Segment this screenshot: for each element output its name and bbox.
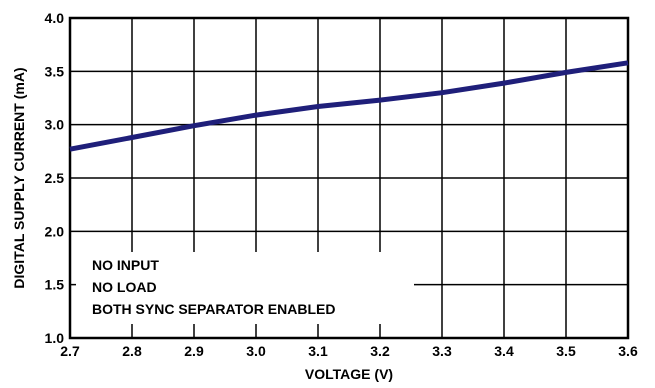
x-tick-label: 3.5 bbox=[556, 343, 576, 359]
annotation-line-1: NO INPUT bbox=[92, 257, 159, 273]
x-tick-label: 2.8 bbox=[122, 343, 142, 359]
x-tick-label: 3.3 bbox=[432, 343, 452, 359]
plot-frame bbox=[68, 16, 630, 340]
x-tick-label: 3.4 bbox=[494, 343, 514, 359]
x-tick-labels: 2.7 2.8 2.9 3.0 3.1 3.2 3.3 3.4 3.5 3.6 bbox=[60, 343, 638, 359]
x-tick-label: 3.0 bbox=[246, 343, 266, 359]
series-layer bbox=[69, 60, 629, 152]
y-tick-label: 1.0 bbox=[45, 330, 65, 346]
y-tick-label: 4.0 bbox=[45, 10, 65, 26]
y-tick-label: 1.5 bbox=[45, 277, 65, 293]
annotation-line-2: NO LOAD bbox=[92, 279, 157, 295]
y-axis-label: DIGITAL SUPPLY CURRENT (mA) bbox=[11, 67, 27, 288]
x-tick-label: 3.2 bbox=[370, 343, 390, 359]
y-tick-label: 2.5 bbox=[45, 170, 65, 186]
x-tick-label: 2.7 bbox=[60, 343, 80, 359]
x-tick-label: 2.9 bbox=[184, 343, 204, 359]
y-tick-labels: 1.0 1.5 2.0 2.5 3.0 3.5 4.0 bbox=[45, 10, 65, 346]
annotation-line-3: BOTH SYNC SEPARATOR ENABLED bbox=[92, 301, 335, 317]
annotation-background bbox=[76, 252, 414, 324]
y-tick-label: 3.0 bbox=[45, 117, 65, 133]
x-axis-label: VOLTAGE (V) bbox=[305, 366, 393, 382]
y-tick-label: 3.5 bbox=[45, 63, 65, 79]
x-tick-label: 3.1 bbox=[308, 343, 328, 359]
grid bbox=[70, 18, 628, 338]
series-line bbox=[69, 60, 629, 152]
x-tick-label: 3.6 bbox=[618, 343, 638, 359]
y-tick-label: 2.0 bbox=[45, 223, 65, 239]
